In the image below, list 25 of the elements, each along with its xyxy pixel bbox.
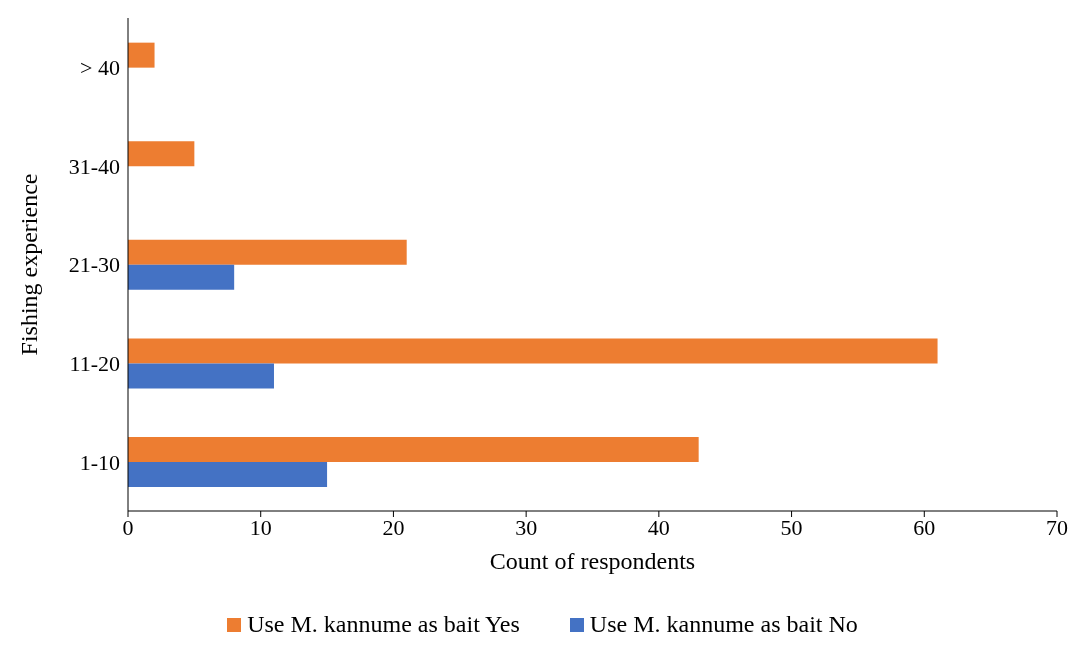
x-tick-label: 70	[1046, 514, 1068, 540]
x-tick-label: 50	[780, 514, 803, 540]
y-tick-label: 1-10	[79, 449, 120, 475]
bar	[128, 462, 328, 488]
y-tick-label: 11-20	[69, 350, 120, 376]
bar	[128, 338, 938, 364]
bar	[128, 239, 407, 265]
y-axis-title: Fishing experience	[15, 173, 42, 356]
x-tick-label: 40	[647, 514, 670, 540]
x-tick-label: 10	[249, 514, 272, 540]
x-tick-label: 0	[122, 514, 134, 540]
bar	[128, 42, 155, 68]
y-tick-label: 31-40	[68, 153, 120, 179]
legend-label: Use M. kannume as bait No	[589, 611, 858, 638]
y-tick-label: 21-30	[68, 252, 120, 278]
x-tick-label: 60	[913, 514, 936, 540]
bar	[128, 264, 235, 290]
bar	[128, 437, 699, 463]
y-tick-label: > 40	[80, 55, 120, 81]
legend-label: Use M. kannume as bait Yes	[247, 611, 520, 638]
bar	[128, 363, 274, 389]
x-tick-label: 30	[515, 514, 538, 540]
x-axis-title: Count of respondents	[489, 548, 696, 574]
x-tick-label: 20	[382, 514, 405, 540]
bar	[128, 141, 195, 167]
